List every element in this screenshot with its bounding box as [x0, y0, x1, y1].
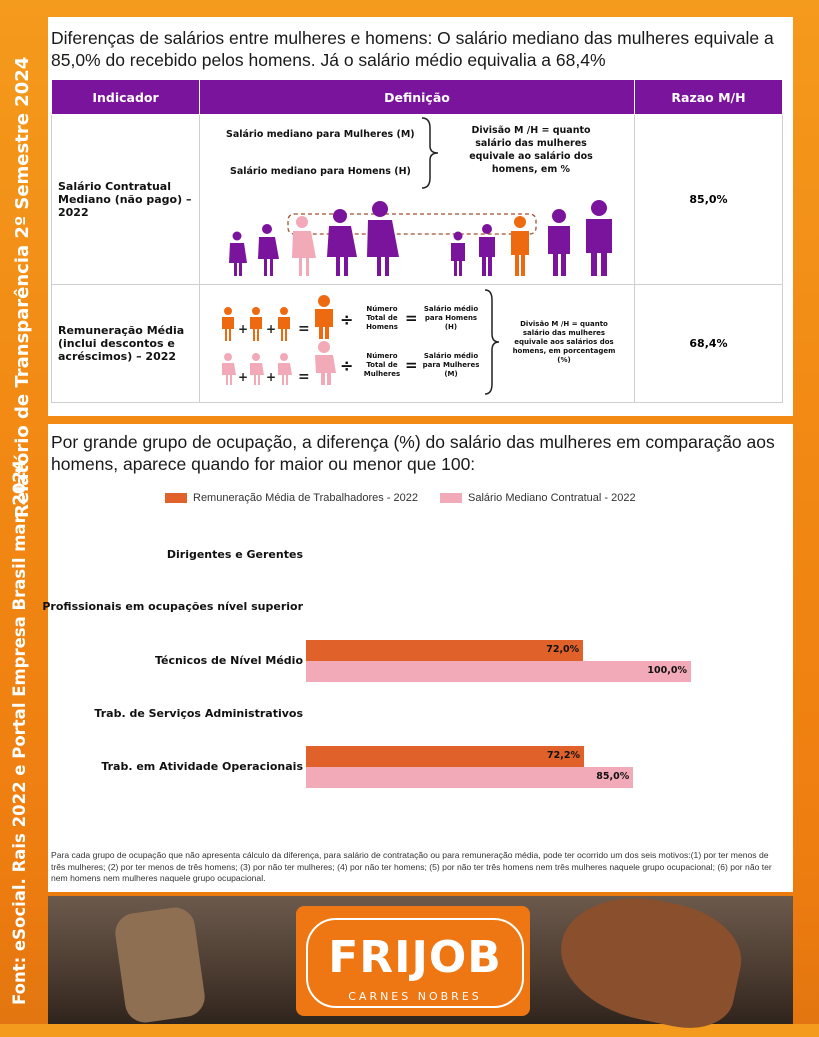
- equals-icon: =: [405, 356, 418, 374]
- label-median-women: Salário mediano para Mulheres (M): [226, 129, 415, 140]
- label-division-media: Divisão M /H = quanto salário das mulher…: [512, 320, 616, 364]
- category-label: Profissionais em ocupações nível superio…: [42, 600, 303, 613]
- brace-icon: [484, 289, 500, 395]
- side-report-title: Relatório de Transparência 2º Semestre 2…: [12, 56, 33, 518]
- category-label: Trab. em Atividade Operacionais: [101, 760, 303, 773]
- category-label: Dirigentes e Gerentes: [166, 548, 303, 561]
- equals-icon: =: [405, 309, 418, 327]
- chart-bar: 85,0%: [306, 767, 634, 788]
- legend-item-salario: Salário Mediano Contratual - 2022: [440, 492, 636, 504]
- chart-bar: 100,0%: [306, 661, 691, 682]
- legend-swatch-orange: [165, 493, 187, 504]
- ratio-mediano: 85,0%: [634, 114, 783, 285]
- category-label: Técnicos de Nível Médio: [154, 654, 303, 667]
- logo-tagline: CARNES NOBRES: [348, 990, 482, 1003]
- background-knife-handle: [112, 904, 208, 1026]
- indicators-table: Indicador Definição Razao M/H Salário Co…: [51, 79, 783, 403]
- svg-text:=: =: [298, 369, 310, 385]
- row-label-media: Remuneração Média (inclui descontos e ac…: [51, 284, 200, 403]
- sum-people-icon: + + = + + =: [222, 295, 336, 385]
- page-title: Diferenças de salários entre mulheres e …: [51, 28, 774, 70]
- people-figures-icon: [229, 200, 612, 276]
- label-division-median: Divisão M /H = quanto salário das mulher…: [469, 125, 593, 175]
- side-source-text: Font: eSocial. Rais 2022 e Portal Empres…: [10, 459, 29, 1005]
- legend-label: Remuneração Média de Trabalhadores - 202…: [193, 492, 419, 504]
- brace-icon: [421, 117, 439, 189]
- legend-label: Salário Mediano Contratual - 2022: [468, 492, 636, 504]
- brand-logo: FRIJOB CARNES NOBRES: [296, 906, 530, 1016]
- category-label: Trab. de Serviços Administrativos: [94, 707, 303, 720]
- svg-text:+: +: [266, 370, 276, 384]
- divide-icon: ÷: [340, 356, 354, 375]
- label-avg-women: Salário médio para Mulheres (M): [422, 352, 480, 378]
- label-num-women: Número Total de Mulheres: [363, 352, 401, 378]
- chart-legend: Remuneração Média de Trabalhadores - 202…: [165, 492, 636, 504]
- header-razao: Razao M/H: [634, 79, 783, 115]
- svg-text:+: +: [238, 370, 248, 384]
- footnote: Para cada grupo de ocupação que não apre…: [51, 850, 772, 883]
- header-indicador: Indicador: [51, 79, 200, 115]
- bar-value-label: 72,2%: [547, 750, 580, 761]
- ratio-media: 68,4%: [634, 284, 783, 403]
- label-median-men: Salário mediano para Homens (H): [230, 166, 411, 177]
- svg-text:=: =: [298, 321, 310, 337]
- bar-value-label: 100,0%: [647, 665, 687, 676]
- label-avg-men: Salário médio para Homens (H): [423, 305, 479, 331]
- svg-text:+: +: [266, 322, 276, 336]
- chart-bar: 72,2%: [306, 746, 584, 767]
- chart-bar: 72,0%: [306, 640, 584, 661]
- header-definicao: Definição: [199, 79, 635, 115]
- bar-value-label: 85,0%: [596, 771, 630, 782]
- row-label-mediano: Salário Contratual Mediano (não pago) – …: [51, 114, 200, 285]
- bar-value-label: 72,0%: [546, 644, 580, 655]
- definition-media: [199, 284, 635, 403]
- legend-swatch-pink: [440, 493, 463, 504]
- chart-title: Por grande grupo de ocupação, a diferenç…: [51, 432, 775, 474]
- legend-item-remuneracao: Remuneração Média de Trabalhadores - 202…: [165, 492, 418, 504]
- svg-text:+: +: [238, 322, 248, 336]
- label-num-men: Número Total de Homens: [366, 305, 398, 331]
- logo-frame: FRIJOB CARNES NOBRES: [306, 918, 524, 1008]
- logo-name: FRIJOB: [328, 932, 502, 983]
- divide-icon: ÷: [340, 310, 354, 329]
